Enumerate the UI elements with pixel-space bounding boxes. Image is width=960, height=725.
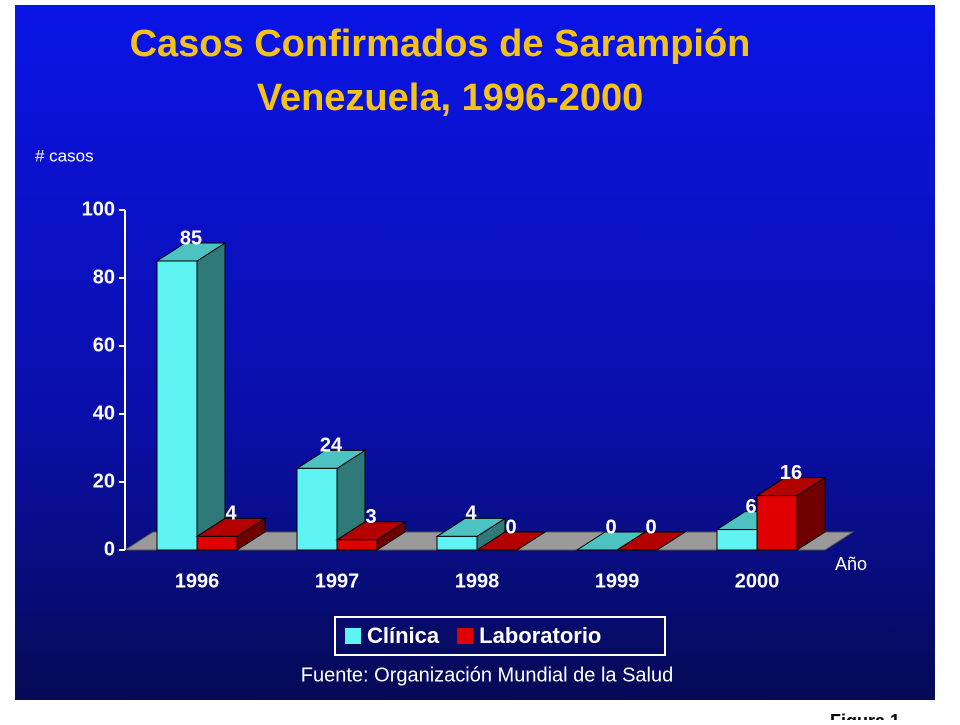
bar-side-shade xyxy=(377,521,405,550)
data-label: 6 xyxy=(745,496,756,518)
bar-top-shade xyxy=(617,532,685,550)
y-axis-label: # casos xyxy=(35,146,94,165)
legend-swatch xyxy=(345,628,361,644)
x-tick-label: 2000 xyxy=(735,570,780,592)
legend-label: Clínica xyxy=(367,623,440,648)
bar-top-shade xyxy=(297,450,365,469)
data-label: 24 xyxy=(320,435,343,457)
bar xyxy=(475,531,547,551)
chart-title: Venezuela, 1996-2000 xyxy=(257,77,644,119)
bar-front xyxy=(156,260,198,551)
bar xyxy=(335,520,407,551)
data-label: 85 xyxy=(180,227,202,249)
data-label: 3 xyxy=(365,506,376,528)
y-tick-label: 80 xyxy=(93,266,115,288)
legend-swatch xyxy=(457,628,474,644)
x-tick-label: 1996 xyxy=(175,570,220,592)
legend-box xyxy=(334,616,666,656)
bar-top-shade xyxy=(337,521,405,540)
legend-label: Laboratorio xyxy=(479,623,601,648)
y-tick-label: 0 xyxy=(104,538,115,560)
bar-front xyxy=(716,529,758,551)
bar-top-shade xyxy=(577,532,645,550)
bar xyxy=(435,517,507,551)
x-tick-label: 1999 xyxy=(595,570,640,592)
data-label: 16 xyxy=(780,462,802,484)
data-label: 4 xyxy=(465,503,477,525)
bar-front xyxy=(296,467,338,551)
chart-title: Casos Confirmados de Sarampión xyxy=(130,23,751,65)
data-label: 0 xyxy=(645,516,656,538)
bar xyxy=(615,531,687,551)
bar-top-shade xyxy=(477,532,545,550)
caption: Figura 1 xyxy=(830,711,900,720)
bar-top-shade xyxy=(157,243,225,261)
bar-front xyxy=(336,539,378,551)
x-axis-label: Año xyxy=(835,554,867,574)
bar xyxy=(755,476,827,551)
bar-front xyxy=(196,535,238,551)
y-tick-label: 20 xyxy=(93,470,115,492)
bar xyxy=(195,517,267,551)
bar-top xyxy=(615,531,687,551)
data-label: 4 xyxy=(225,503,237,525)
bar-side-shade xyxy=(197,243,225,550)
data-label: 0 xyxy=(605,516,616,538)
bar-side-shade xyxy=(337,450,365,550)
x-tick-label: 1997 xyxy=(315,570,360,592)
bar-top xyxy=(475,531,547,551)
x-tick-label: 1998 xyxy=(455,570,500,592)
data-label: 0 xyxy=(505,516,516,538)
bar xyxy=(295,449,367,551)
y-tick-label: 60 xyxy=(93,334,115,356)
source: Fuente: Organización Mundial de la Salud xyxy=(301,664,673,686)
bar-side-shade xyxy=(237,518,265,550)
bar-top-shade xyxy=(197,518,265,537)
bar-top-shade xyxy=(757,477,825,496)
bar xyxy=(155,242,227,551)
bar-front xyxy=(436,535,478,551)
y-tick-label: 40 xyxy=(93,402,115,424)
bar-front xyxy=(756,495,798,551)
bar-top-shade xyxy=(437,518,505,537)
y-tick-label: 100 xyxy=(82,198,115,220)
bar-side-shade xyxy=(477,518,505,550)
bar-side-shade xyxy=(797,477,825,550)
